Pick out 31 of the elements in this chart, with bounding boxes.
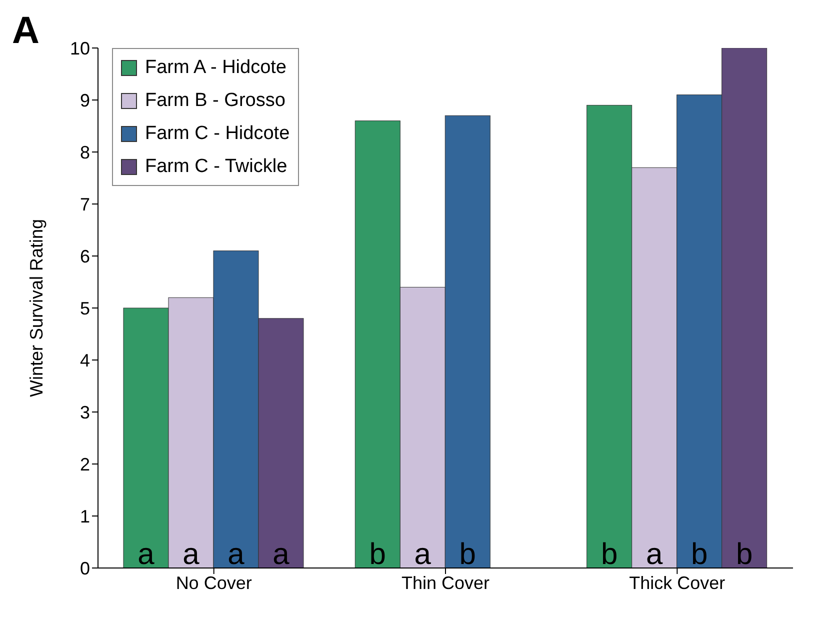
y-tick-label: 9 (80, 90, 90, 110)
data-label: b (600, 538, 618, 571)
y-tick-label: 8 (80, 142, 90, 162)
data-label: a (646, 538, 663, 571)
data-label: b (369, 538, 386, 571)
y-tick-label: 6 (80, 246, 90, 266)
x-tick-label: Thin Cover (401, 572, 490, 593)
y-tick-label: 10 (70, 38, 90, 58)
data-label: a (182, 538, 200, 571)
y-axis-title: Winter Survival Rating (26, 218, 46, 398)
x-tick-label: Thick Cover (629, 572, 726, 593)
y-tick-label: 1 (80, 506, 90, 526)
x-tick-label: No Cover (176, 572, 252, 593)
y-tick-label: 3 (80, 402, 90, 422)
data-label: b (690, 538, 708, 571)
data-label: a (414, 538, 432, 571)
y-tick-label: 7 (80, 194, 90, 214)
legend-label: Farm B - Grosso (145, 90, 286, 112)
text: A (12, 10, 40, 53)
data-label: b (736, 538, 753, 571)
y-tick-label: 5 (80, 298, 90, 318)
legend-label: Farm A - Hidcote (145, 56, 286, 78)
data-label: b (459, 538, 476, 571)
y-tick-label: 4 (80, 350, 90, 370)
data-label: a (228, 538, 245, 571)
legend-label: Farm C - Hidcote (145, 122, 290, 144)
legend-label: Farm C - Twickle (145, 156, 288, 178)
data-label: a (138, 538, 155, 571)
y-tick-label: 0 (80, 558, 90, 578)
data-label: a (272, 538, 290, 571)
y-tick-label: 2 (80, 454, 90, 474)
